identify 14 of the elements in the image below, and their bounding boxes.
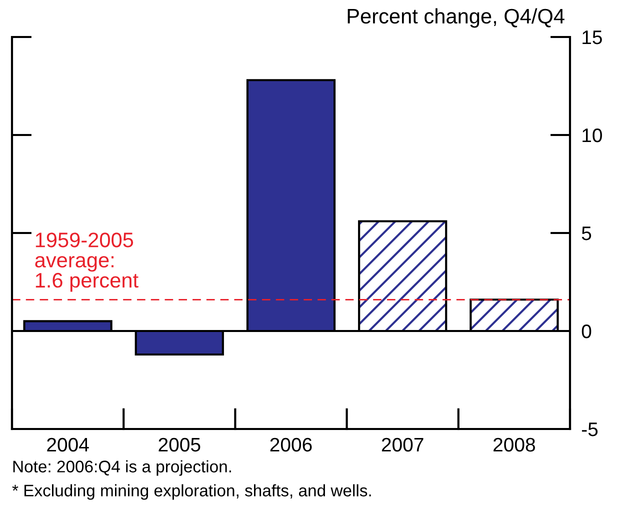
text: Note: 2006:Q4 is a projection. [13,460,231,476]
y-tick-label: 0 [582,324,592,338]
y-tick-label: -5 [582,422,598,436]
y-tick-label: 5 [582,226,592,240]
x-tick-label: 2004 [47,438,89,452]
x-tick-label: 2007 [382,438,424,452]
x-tick-label: 2006 [270,438,312,452]
x-tick-label: 2005 [158,438,200,452]
ref-line-label: 1959-2005 average: 1.6 percent [35,232,138,292]
x-tick-label: 2008 [494,438,535,452]
y-tick-label: 10 [582,128,602,142]
y-tick-label: 15 [582,30,602,44]
y-axis-title: Percent change, Q4/Q4 [348,8,564,28]
text: * Excluding mining exploration, shafts, and wells. [12,484,371,500]
